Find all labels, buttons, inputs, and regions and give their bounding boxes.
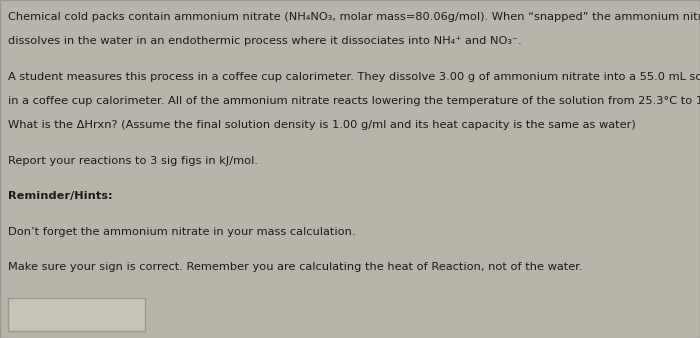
Text: Don’t forget the ammonium nitrate in your mass calculation.: Don’t forget the ammonium nitrate in you… xyxy=(8,227,356,237)
Text: dissolves in the water in an endothermic process where it dissociates into NH₄⁺ : dissolves in the water in an endothermic… xyxy=(8,36,522,46)
Text: Report your reactions to 3 sig figs in kJ/mol.: Report your reactions to 3 sig figs in k… xyxy=(8,156,258,166)
Text: A student measures this process in a coffee cup calorimeter. They dissolve 3.00 : A student measures this process in a cof… xyxy=(8,72,700,82)
Text: in a coffee cup calorimeter. All of the ammonium nitrate reacts lowering the tem: in a coffee cup calorimeter. All of the … xyxy=(8,96,700,106)
Text: What is the ΔHrxn? (Assume the final solution density is 1.00 g/ml and its heat : What is the ΔHrxn? (Assume the final sol… xyxy=(8,120,636,130)
Text: Chemical cold packs contain ammonium nitrate (NH₄NO₃, molar mass=80.06g/mol). Wh: Chemical cold packs contain ammonium nit… xyxy=(8,12,700,22)
Text: Make sure your sign is correct. Remember you are calculating the heat of Reactio: Make sure your sign is correct. Remember… xyxy=(8,262,583,272)
Text: Reminder/Hints:: Reminder/Hints: xyxy=(8,191,113,201)
FancyBboxPatch shape xyxy=(8,298,145,331)
